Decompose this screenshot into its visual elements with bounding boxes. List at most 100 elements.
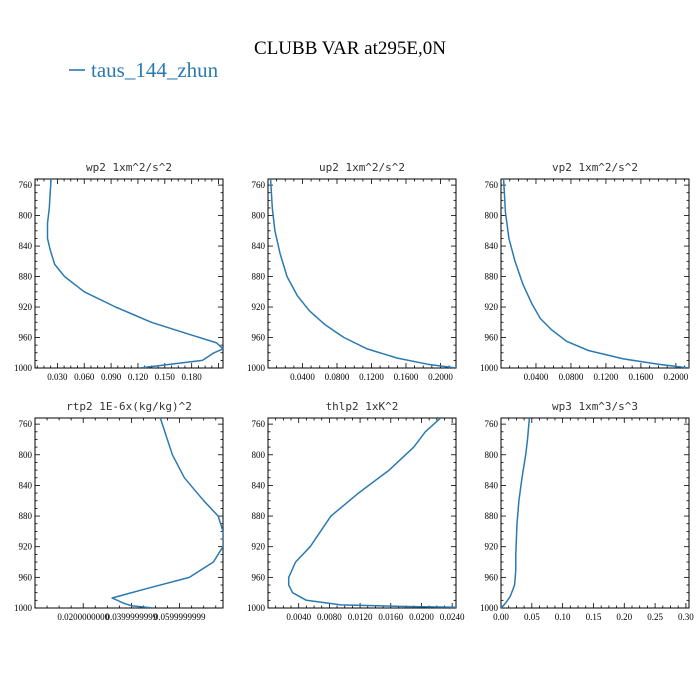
x-tick-label: 0.1600 [394,372,419,382]
x-tick-label: 0.15 [586,612,602,622]
x-tick-label: 0.090 [101,372,122,382]
series-line [269,179,456,368]
panel-1: wp2 1xm^2/s^2 760 800 840 880 920 960 1000 0.030… [14,161,224,382]
x-tick-label: 0.0599999999 [154,612,206,622]
x-tick-label: 0.120 [128,372,149,382]
x-tick-label: 0.00 [493,612,509,622]
y-tick-label: 800 [252,450,266,460]
x-tick-label: 0.1200 [594,372,619,382]
x-tick-label: 0.0399999999 [106,612,158,622]
y-tick-label: 840 [19,480,33,490]
y-tick-label: 960 [19,572,33,582]
x-tick-label: 0.0080 [317,612,342,622]
panel-title: thlp2 1xK^2 [326,400,399,413]
y-tick-label: 880 [19,272,33,282]
x-tick-label: 0.10 [555,612,571,622]
y-tick-label: 960 [485,333,499,343]
x-tick-label: 0.0120 [348,612,373,622]
plot-frame [500,417,690,609]
x-tick-label: 0.2000 [428,372,453,382]
y-tick-label: 760 [252,419,266,429]
y-tick-label: 960 [252,572,266,582]
x-tick-label: 0.0040 [286,612,311,622]
y-tick-label: 960 [252,333,266,343]
y-tick-label: 1000 [247,363,266,373]
series-line [501,418,531,608]
legend: taus_144_zhun [69,58,219,82]
y-tick-label: 1000 [480,603,499,613]
x-tick-label: 0.0400 [524,372,549,382]
y-tick-label: 920 [19,302,33,312]
series-line [502,179,689,368]
x-tick-label: 0.1200 [359,372,384,382]
x-tick-label: 0.25 [647,612,663,622]
x-tick-label: 0.20 [616,612,632,622]
panels: wp2 1xm^2/s^2 760 800 840 880 920 960 1000 0.030… [14,161,694,622]
y-tick-label: 880 [485,511,499,521]
panel-3: vp2 1xm^2/s^2 760 800 840 880 920 960 1000 0.040… [480,161,690,382]
panel-title: rtp2 1E-6x(kg/kg)^2 [66,400,192,413]
y-tick-label: 880 [19,511,33,521]
y-tick-label: 840 [485,480,499,490]
y-tick-label: 1000 [480,363,499,373]
y-tick-label: 840 [19,241,33,251]
x-tick-label: 0.150 [155,372,176,382]
y-tick-label: 920 [252,542,266,552]
series-line [287,418,456,608]
x-tick-label: 0.0800 [559,372,584,382]
x-tick-label: 0.180 [182,372,203,382]
y-tick-label: 960 [485,572,499,582]
y-tick-label: 800 [19,450,33,460]
x-tick-label: 0.0800 [325,372,350,382]
y-tick-label: 920 [252,302,266,312]
x-tick-label: 0.1600 [629,372,654,382]
y-tick-label: 920 [485,542,499,552]
y-tick-label: 760 [19,419,33,429]
panel-title: wp3 1xm^3/s^3 [552,400,638,413]
y-tick-label: 1000 [14,363,33,373]
figure-title: CLUBB VAR at295E,0N [254,38,446,59]
panel-title: up2 1xm^2/s^2 [319,161,405,174]
x-tick-label: 0.0200 [409,612,434,622]
x-tick-label: 0.05 [524,612,540,622]
plot-frame [500,178,690,369]
y-tick-label: 1000 [14,603,33,613]
plot-frame [34,178,224,369]
x-tick-label: 0.0160 [378,612,403,622]
panel-5: thlp2 1xK^2 760 800 840 880 920 960 1000 0.0040 0… [247,400,465,622]
panel-2: up2 1xm^2/s^2 760 800 840 880 920 960 1000 0.040… [247,161,457,382]
x-tick-label: 0.0200000000 [57,612,109,622]
plot-frame [267,178,457,369]
y-tick-label: 760 [485,419,499,429]
y-tick-label: 800 [19,211,33,221]
y-tick-label: 840 [252,480,266,490]
y-tick-label: 960 [19,333,33,343]
series-line [111,418,223,608]
y-tick-label: 760 [19,180,33,190]
x-tick-label: 0.060 [74,372,95,382]
x-tick-label: 0.0400 [290,372,315,382]
x-tick-label: 0.2000 [664,372,689,382]
y-tick-label: 880 [252,511,266,521]
y-tick-label: 1000 [247,603,266,613]
y-tick-label: 760 [252,180,266,190]
y-tick-label: 880 [252,272,266,282]
panel-title: vp2 1xm^2/s^2 [552,161,638,174]
x-tick-label: 0.030 [47,372,68,382]
panel-title: wp2 1xm^2/s^2 [86,161,172,174]
series-line [46,179,223,368]
y-tick-label: 800 [485,450,499,460]
y-tick-label: 840 [485,241,499,251]
panel-4: rtp2 1E-6x(kg/kg)^2 760 800 840 880 920 960 100… [14,400,224,622]
plot-frame [34,417,224,609]
y-tick-label: 800 [252,211,266,221]
y-tick-label: 840 [252,241,266,251]
plot-frame [267,417,457,609]
y-tick-label: 920 [485,302,499,312]
x-tick-label: 0.30 [678,612,694,622]
y-tick-label: 800 [485,211,499,221]
y-tick-label: 880 [485,272,499,282]
legend-label: taus_144_zhun [91,58,219,82]
y-tick-label: 920 [19,542,33,552]
